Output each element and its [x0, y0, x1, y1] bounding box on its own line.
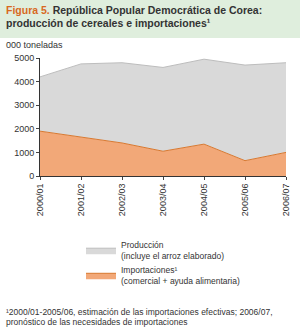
svg-text:5000: 5000: [14, 53, 34, 63]
svg-text:2003/04: 2003/04: [158, 184, 168, 217]
svg-text:2006/07: 2006/07: [281, 184, 291, 217]
svg-text:Producción(incluye el arroz el: Producción(incluye el arroz elaborado): [121, 240, 224, 261]
svg-text:2000/01: 2000/01: [35, 184, 45, 217]
svg-text:Importaciones¹(comercial + ayu: Importaciones¹(comercial + ayuda aliment…: [121, 265, 240, 286]
html-text:Figura 5. República Popular De: Figura 5. República Popular Democrática …: [6, 4, 263, 30]
svg-text:1000: 1000: [14, 148, 34, 158]
svg-text:2000: 2000: [14, 124, 34, 134]
svg-text:3000: 3000: [14, 100, 34, 110]
svg-text:4000: 4000: [14, 77, 34, 87]
svg-text:2002/03: 2002/03: [117, 184, 127, 217]
html-text:¹2000/01-2005/06, estimación d: ¹2000/01-2005/06, estimación de las impo…: [6, 307, 273, 328]
svg-text:2004/05: 2004/05: [199, 184, 209, 217]
svg-text:2005/06: 2005/06: [240, 184, 250, 217]
svg-text:0: 0: [29, 171, 34, 181]
svg-text:000 toneladas: 000 toneladas: [6, 40, 63, 50]
svg-text:2001/02: 2001/02: [76, 184, 86, 217]
